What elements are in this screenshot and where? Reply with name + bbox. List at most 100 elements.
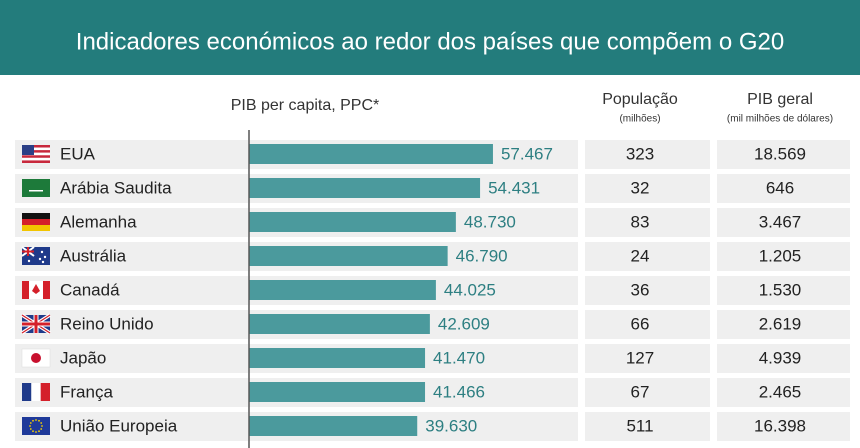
value-label: 42.609 xyxy=(438,314,490,333)
flag-part xyxy=(22,160,50,163)
flag-part xyxy=(29,428,32,430)
flag-part xyxy=(40,428,43,430)
flag-part xyxy=(22,247,34,256)
flag-part xyxy=(35,431,37,433)
flag-part xyxy=(29,425,31,427)
table-cell: 32 xyxy=(631,178,650,197)
flag-part xyxy=(22,417,50,435)
table-cell: 4.939 xyxy=(759,348,802,367)
flag-icon xyxy=(22,383,50,401)
flag-part xyxy=(22,383,32,401)
cell-background xyxy=(585,310,710,339)
bar xyxy=(249,178,481,198)
category-label: Austrália xyxy=(60,246,127,265)
category-label: EUA xyxy=(60,144,96,163)
chart-title: Indicadores económicos ao redor dos país… xyxy=(76,28,784,55)
table-cell: 24 xyxy=(631,246,650,265)
table-cell: 323 xyxy=(626,144,654,163)
flag-part xyxy=(29,190,43,192)
category-label: Japão xyxy=(60,348,106,367)
cell-background xyxy=(717,276,850,305)
flag-part xyxy=(22,155,50,158)
flag-part xyxy=(38,430,40,433)
flag-part xyxy=(32,430,34,433)
flag-part xyxy=(40,383,50,401)
column-subtitle: (milhões) xyxy=(619,114,660,125)
flag-part xyxy=(38,257,42,261)
bar xyxy=(249,416,418,436)
table-cell: 511 xyxy=(626,416,653,435)
cell-background xyxy=(717,242,850,271)
cell-background xyxy=(717,378,850,407)
row-background xyxy=(15,344,248,373)
column-title: PIB geral xyxy=(747,91,813,108)
column-title: População xyxy=(602,91,678,108)
table-cell: 83 xyxy=(631,212,650,231)
cell-background xyxy=(585,412,710,441)
flag-icon xyxy=(22,417,50,435)
flag-part xyxy=(31,353,41,363)
cell-background xyxy=(585,276,710,305)
category-label: União Europeia xyxy=(60,416,178,435)
value-label: 39.630 xyxy=(425,416,477,435)
flag-part xyxy=(32,284,40,294)
flag-icon xyxy=(21,313,51,335)
category-label: Canadá xyxy=(60,280,120,299)
table-cell: 3.467 xyxy=(759,212,802,231)
row-background xyxy=(15,276,248,305)
cell-background xyxy=(717,310,850,339)
value-label: 41.470 xyxy=(433,348,485,367)
value-label: 54.431 xyxy=(488,178,540,197)
cell-background xyxy=(585,174,710,203)
flag-part xyxy=(22,152,50,156)
value-label: 44.025 xyxy=(444,280,496,299)
flag-icon xyxy=(22,179,50,197)
flag-part xyxy=(41,260,45,264)
flag-part xyxy=(22,150,50,153)
flag-icon xyxy=(21,348,51,368)
cell-background xyxy=(717,412,850,441)
row-background xyxy=(15,242,248,271)
table-cell: 66 xyxy=(631,314,650,333)
table-cell: 1.530 xyxy=(759,280,802,299)
cell-background xyxy=(585,208,710,237)
category-label: Alemanha xyxy=(60,212,137,231)
flag-icon xyxy=(22,213,50,231)
flag-part xyxy=(22,145,50,148)
flag-part xyxy=(32,419,34,422)
category-label: Arábia Saudita xyxy=(60,178,172,197)
value-label: 57.467 xyxy=(501,144,553,163)
flag-part xyxy=(22,179,50,197)
cell-background xyxy=(717,174,850,203)
flag-part xyxy=(40,422,43,424)
column-subtitle: (mil milhões de dólares) xyxy=(727,114,833,125)
flag-icon xyxy=(22,281,50,299)
flag-part xyxy=(35,419,37,421)
row-background xyxy=(15,310,248,339)
flag-part xyxy=(43,281,50,299)
category-label: Reino Unido xyxy=(60,314,154,333)
flag-part xyxy=(40,250,44,254)
table-cell: 2.465 xyxy=(759,382,802,401)
flag-part xyxy=(22,225,50,231)
value-label: 46.790 xyxy=(456,246,508,265)
flag-part xyxy=(22,219,50,225)
cell-background xyxy=(585,140,710,169)
flag-part xyxy=(22,157,50,161)
flag-part xyxy=(22,213,50,219)
flag-part xyxy=(22,145,34,155)
flag-icon xyxy=(22,145,50,163)
flag-part xyxy=(29,422,32,424)
row-background xyxy=(15,412,248,441)
cell-background xyxy=(717,208,850,237)
bar xyxy=(249,348,426,368)
table-cell: 1.205 xyxy=(759,246,802,265)
value-label: 41.466 xyxy=(433,382,485,401)
bar xyxy=(249,212,456,232)
cell-background xyxy=(585,344,710,373)
header-band xyxy=(0,0,860,75)
cell-background xyxy=(585,242,710,271)
cell-background xyxy=(585,378,710,407)
bar xyxy=(249,382,426,402)
